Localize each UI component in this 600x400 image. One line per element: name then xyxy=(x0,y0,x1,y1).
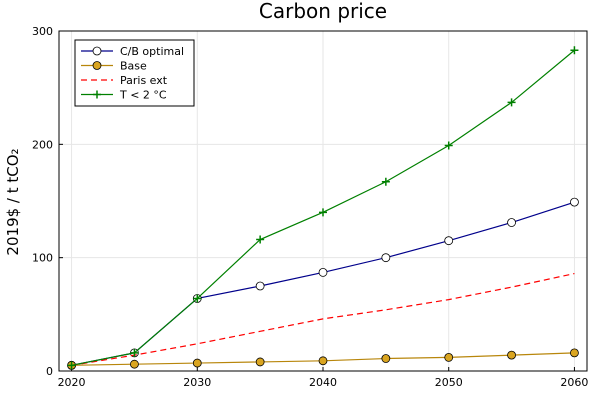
legend-item: Paris ext xyxy=(81,74,168,87)
legend-item: Base xyxy=(81,60,147,73)
x-tick-label: 2020 xyxy=(58,376,86,389)
data-point xyxy=(256,235,265,244)
y-tick-label: 300 xyxy=(32,25,53,38)
data-point xyxy=(130,359,139,369)
data-point xyxy=(507,218,516,227)
data-point xyxy=(444,236,454,246)
data-point xyxy=(92,46,102,56)
legend-label: C/B optimal xyxy=(120,45,184,58)
chart-title: Carbon price xyxy=(259,0,387,23)
legend-item: C/B optimal xyxy=(81,45,184,58)
data-point xyxy=(255,357,265,367)
series-line xyxy=(71,272,575,366)
data-point xyxy=(255,281,265,291)
data-point xyxy=(381,253,391,263)
legend-label: Paris ext xyxy=(120,74,168,87)
data-point xyxy=(130,348,139,357)
data-point xyxy=(570,46,579,55)
data-point xyxy=(93,90,101,99)
data-point xyxy=(570,348,579,358)
y-tick-label: 0 xyxy=(46,365,53,378)
x-tick-label: 2050 xyxy=(435,376,463,389)
data-point xyxy=(507,98,516,107)
legend-label: T < 2 °C xyxy=(119,89,167,102)
x-tick-label: 2030 xyxy=(183,376,211,389)
data-point xyxy=(67,361,76,370)
series-layer xyxy=(67,46,579,370)
data-point xyxy=(444,141,453,150)
data-point xyxy=(92,61,102,70)
legend-label: Base xyxy=(120,60,147,73)
data-point xyxy=(193,294,202,303)
data-point xyxy=(319,208,327,217)
data-point xyxy=(507,350,516,360)
data-point xyxy=(318,267,328,277)
series-2 xyxy=(71,272,575,366)
x-tick-label: 2060 xyxy=(560,376,588,389)
data-point xyxy=(381,354,391,363)
legend-item: T < 2 °C xyxy=(81,89,167,102)
series-1 xyxy=(67,348,579,370)
series-3 xyxy=(67,46,579,370)
data-point xyxy=(381,177,390,186)
y-tick-label: 200 xyxy=(32,138,53,151)
data-point xyxy=(444,352,454,362)
data-point xyxy=(192,358,202,368)
y-axis-label: 2019$ / t tCO₂ xyxy=(4,148,22,255)
axis-ticks: 2020 2030 2040 2050 2060 0 100 200 300 xyxy=(32,25,588,389)
x-tick-label: 2040 xyxy=(309,376,337,389)
data-point xyxy=(570,197,579,207)
data-point xyxy=(318,356,328,366)
y-tick-label: 100 xyxy=(32,252,53,265)
